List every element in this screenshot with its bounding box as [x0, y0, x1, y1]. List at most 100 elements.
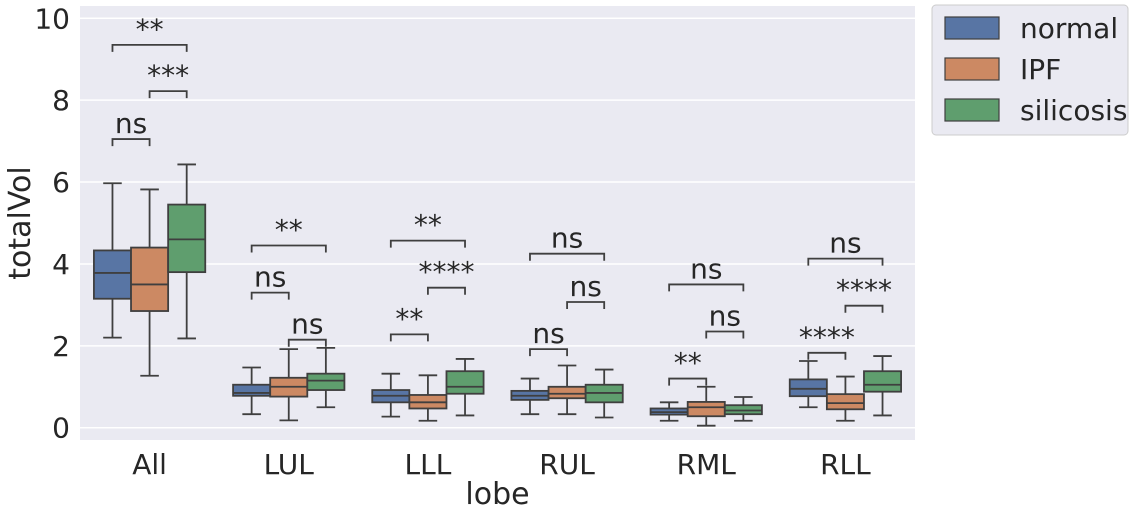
annotation-label: ns [569, 270, 601, 303]
y-tick-labels: 0 2 4 6 8 10 [34, 2, 70, 444]
annotation-RLL: **** [799, 321, 855, 360]
y-tick-label: 10 [34, 2, 70, 35]
annotation-RML: ns [668, 252, 745, 292]
x-tick-labels: All LUL LLL RUL RML RLL [132, 448, 871, 481]
annotation-All: ns [111, 107, 151, 147]
x-tick-label: LLL [405, 448, 452, 481]
box-IPF-LLL [408, 374, 448, 422]
y-tick-label: 6 [52, 166, 70, 199]
box-normal-RLL [788, 360, 828, 409]
plot-area [80, 6, 915, 440]
annotation-LUL: ** [250, 214, 327, 253]
box-body [167, 203, 207, 274]
annotation-label: ns [709, 300, 741, 333]
annotation-label: **** [418, 256, 474, 289]
annotation-label: ns [115, 107, 147, 140]
y-tick-label: 8 [52, 84, 70, 117]
annotation-label: ns [254, 261, 286, 294]
box-body [686, 401, 726, 418]
box-body [93, 249, 132, 300]
x-tick-label: RML [677, 448, 737, 481]
box-IPF-RML [686, 385, 726, 427]
box-IPF-RUL [547, 364, 587, 416]
box-body [232, 383, 272, 397]
annotation-label: **** [799, 321, 855, 354]
gridlines [80, 17, 915, 429]
y-axis-label: totalVol [3, 166, 38, 279]
annotation-bracket [668, 377, 708, 386]
annotation-RUL: ns [529, 317, 568, 357]
box-body [788, 378, 828, 398]
annotation-label: ns [291, 308, 323, 341]
annotation-LUL: ns [287, 308, 327, 347]
annotation-bracket [389, 239, 466, 248]
annotation-RUL: ns [529, 222, 606, 261]
y-tick-label: 2 [52, 330, 70, 363]
annotation-LLL: **** [418, 256, 474, 295]
annotation-All: *** [147, 59, 189, 99]
box-body [547, 385, 587, 400]
legend-label-IPF: IPF [1020, 53, 1061, 86]
legend-swatch-normal [944, 16, 1000, 40]
box-body [863, 370, 902, 393]
annotation-label: ns [551, 222, 583, 255]
significance-annotations: ns*****nsns**********nsnsns**nsns*******… [111, 13, 892, 386]
annotation-label: ** [395, 302, 423, 335]
box-silicosis-RML [723, 396, 763, 422]
box-body [445, 370, 485, 395]
x-tick-label: All [132, 448, 167, 481]
annotation-bracket [111, 138, 151, 147]
x-tick-label: RLL [820, 448, 871, 481]
box-silicosis-LUL [306, 346, 346, 409]
annotation-label: *** [147, 59, 189, 92]
y-tick-label: 0 [52, 412, 70, 445]
annotation-All: ** [111, 13, 188, 52]
box-silicosis-All [167, 163, 207, 340]
annotation-bracket [668, 283, 745, 292]
annotation-label: ns [829, 227, 861, 260]
box-body [825, 393, 865, 411]
annotation-label: ns [532, 317, 564, 350]
box-IPF-LUL [269, 348, 309, 422]
annotation-bracket [705, 330, 745, 339]
annotation-RLL: ns [807, 227, 884, 266]
annotation-bracket [148, 90, 188, 99]
legend: normal IPF silicosis [931, 4, 1129, 136]
annotation-bracket [807, 351, 847, 360]
annotation-bracket [529, 348, 568, 357]
legend-label-silicosis: silicosis [1020, 94, 1127, 127]
box-IPF-RLL [825, 375, 865, 422]
legend-swatch-IPF [944, 57, 1000, 81]
annotation-label: ** [414, 209, 442, 242]
legend-swatch-silicosis [944, 98, 1000, 122]
legend-label-normal: normal [1020, 12, 1118, 45]
annotation-label: ** [674, 347, 702, 380]
annotation-LUL: ns [250, 261, 290, 300]
annotation-bracket [111, 43, 188, 52]
box-body [306, 372, 346, 391]
box-IPF-All [130, 188, 170, 377]
annotation-RUL: ns [566, 270, 606, 310]
y-tick-label: 4 [52, 248, 70, 281]
x-axis-label: lobe [465, 477, 529, 512]
annotation-bracket [250, 291, 290, 300]
annotation-LLL: ** [389, 209, 466, 248]
x-tick-label: LUL [264, 448, 315, 481]
annotation-label: **** [836, 274, 892, 307]
annotation-label: ns [690, 252, 722, 285]
box-normal-LLL [371, 372, 411, 418]
annotation-bracket [287, 338, 327, 347]
annotation-label: ** [136, 13, 164, 46]
x-tick-label: RUL [539, 448, 595, 481]
annotation-RLL: **** [836, 274, 892, 313]
annotation-RML: ns [705, 300, 745, 339]
box-silicosis-RLL [863, 355, 902, 417]
box-silicosis-LLL [445, 358, 485, 417]
annotation-RML: ** [668, 347, 708, 386]
annotation-bracket [389, 333, 429, 342]
annotation-bracket [529, 252, 606, 261]
annotation-bracket [566, 301, 606, 310]
annotation-LLL: ** [389, 302, 429, 342]
box-body [130, 246, 170, 312]
